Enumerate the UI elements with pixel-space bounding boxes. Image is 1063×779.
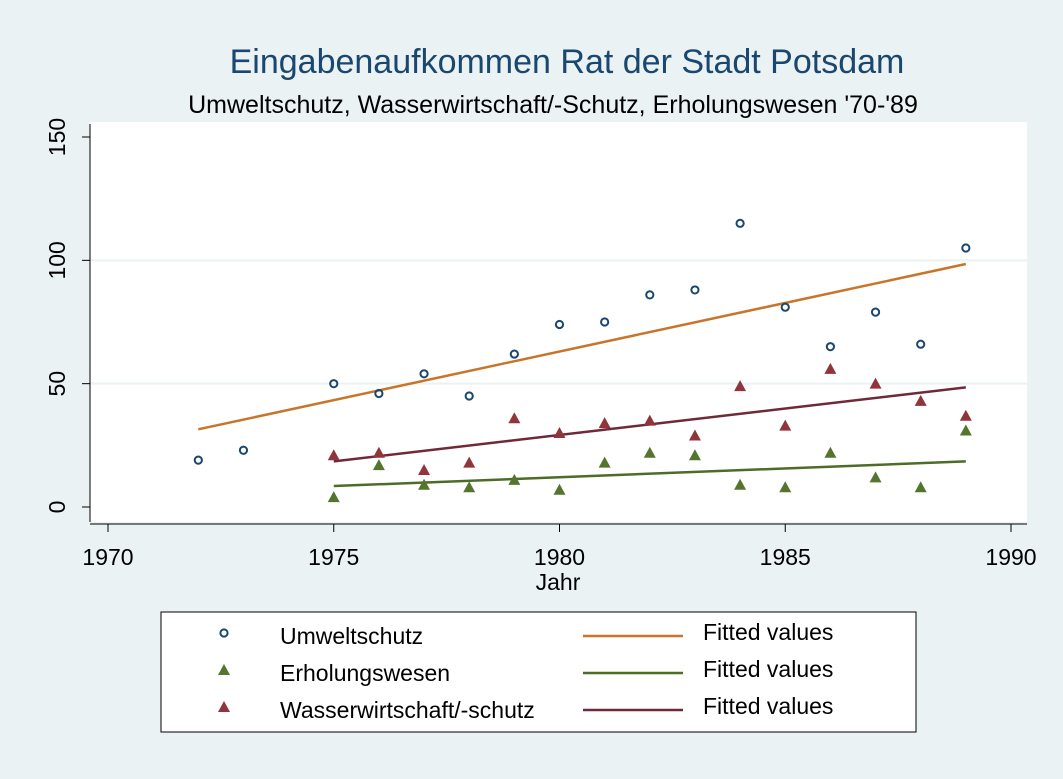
fitted-line xyxy=(333,460,966,488)
x-tick-label: 1990 xyxy=(985,544,1036,570)
data-point xyxy=(959,409,972,421)
data-point xyxy=(598,456,611,468)
data-point xyxy=(598,417,611,429)
y-tick-label: 0 xyxy=(44,501,70,514)
legend-marker xyxy=(219,628,229,638)
data-point xyxy=(688,429,701,441)
legend-box xyxy=(160,611,917,733)
data-point xyxy=(916,339,926,349)
data-point xyxy=(914,394,927,406)
y-tick-label: 50 xyxy=(44,371,70,397)
data-point xyxy=(464,391,474,401)
data-point xyxy=(508,412,521,424)
data-point xyxy=(824,446,837,458)
x-tick-label: 1985 xyxy=(760,544,811,570)
legend-label: Fitted values xyxy=(703,619,833,645)
y-axis-ticks: 0 50 100 150 xyxy=(44,118,90,514)
legend-label: Fitted values xyxy=(703,656,833,682)
legend-marker xyxy=(218,701,230,712)
data-point xyxy=(419,369,429,379)
data-point xyxy=(779,419,792,431)
data-point xyxy=(193,455,203,465)
data-point xyxy=(643,414,656,426)
data-point xyxy=(553,483,566,495)
x-axis-ticks: 1970 1975 1980 1985 1990 xyxy=(82,524,1037,570)
data-point xyxy=(734,478,747,490)
data-point xyxy=(780,302,790,312)
gridlines xyxy=(90,259,1027,385)
data-point xyxy=(959,424,972,436)
data-point xyxy=(418,478,431,490)
x-tick-label: 1970 xyxy=(82,544,133,570)
legend-label: Umweltschutz xyxy=(280,623,423,649)
data-point xyxy=(418,464,431,475)
data-point xyxy=(327,449,340,461)
legend-label: Erholungswesen xyxy=(280,660,450,686)
legend-marker xyxy=(218,664,230,675)
data-point xyxy=(825,342,836,352)
data-point xyxy=(961,243,971,253)
legend-label: Wasserwirtschaft/-schutz xyxy=(280,697,535,723)
legend-label: Fitted values xyxy=(703,693,833,719)
data-point xyxy=(553,427,566,438)
data-point xyxy=(238,445,249,455)
x-tick-label: 1980 xyxy=(534,544,585,570)
plot-area xyxy=(90,122,1027,522)
data-point xyxy=(688,449,701,461)
data-point xyxy=(645,290,655,300)
data-point xyxy=(690,285,700,295)
data-point xyxy=(600,317,610,327)
data-point xyxy=(643,446,656,458)
data-point xyxy=(869,377,882,389)
x-axis-label: Jahr xyxy=(536,569,581,595)
data-point xyxy=(824,362,837,374)
data-point xyxy=(914,481,927,493)
data-point xyxy=(734,380,747,392)
data-point xyxy=(735,218,745,228)
data-point xyxy=(508,473,521,485)
data-point xyxy=(509,349,519,359)
y-tick-label: 100 xyxy=(44,241,70,279)
data-point xyxy=(554,319,565,330)
data-point xyxy=(372,459,385,471)
data-point xyxy=(870,307,881,317)
data-point xyxy=(374,388,384,399)
x-tick-label: 1975 xyxy=(308,544,359,570)
legend: Umweltschutz Erholungswesen Wasserwirtscha… xyxy=(218,619,833,723)
chart-title: Eingabenaufkommen Rat der Stadt Potsdam xyxy=(230,43,905,81)
data-point xyxy=(869,471,882,483)
data-point xyxy=(372,446,385,458)
data-point xyxy=(329,379,339,389)
data-points xyxy=(193,218,972,503)
data-point xyxy=(779,481,792,493)
chart-subtitle: Umweltschutz, Wasserwirtschaft/-Schutz, … xyxy=(188,91,918,119)
data-point xyxy=(327,491,340,503)
data-point xyxy=(463,456,476,468)
fitted-line xyxy=(198,262,967,431)
y-tick-label: 150 xyxy=(44,118,70,156)
data-point xyxy=(463,481,476,493)
